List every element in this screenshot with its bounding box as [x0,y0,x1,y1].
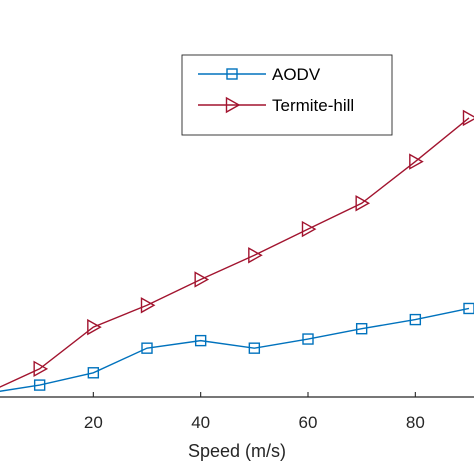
legend-label: Termite-hill [272,96,354,115]
legend: AODV Termite-hill [181,54,393,136]
triangle-marker [355,195,371,212]
x-tick-label: 80 [406,413,425,432]
square-marker [33,379,46,391]
x-axis-label: Speed (m/s) [188,441,286,461]
x-tick-label: 60 [299,413,318,432]
x-tick-label: 20 [84,413,103,432]
square-marker [463,302,474,315]
triangle-marker [462,109,474,127]
series-2 [0,109,474,388]
square-marker [302,333,314,345]
triangle-marker [33,360,49,378]
x-tick-label: 40 [191,413,210,432]
triangle-marker [248,247,263,264]
square-marker [248,342,261,354]
triangle-marker [140,297,156,314]
series-layer [0,109,474,392]
square-marker [87,367,100,379]
series-1 [0,302,474,392]
x-ticks: 20 40 60 80 [84,392,425,432]
square-marker [355,323,368,335]
plot-area [0,396,474,398]
triangle-marker [225,96,241,114]
square-marker [194,334,207,347]
legend-label: AODV [272,65,321,84]
square-marker [226,68,238,80]
legend-entry: Termite-hill [198,96,354,115]
legend-items: AODV Termite-hill [198,65,354,115]
triangle-marker [87,318,102,336]
triangle-marker [301,220,317,238]
square-marker [141,342,153,354]
series-line [0,117,470,388]
legend-box [181,54,393,136]
legend-entry: AODV [198,65,321,84]
triangle-marker [409,153,424,170]
series-line [0,307,470,392]
triangle-marker [194,271,210,288]
square-marker [409,313,422,326]
